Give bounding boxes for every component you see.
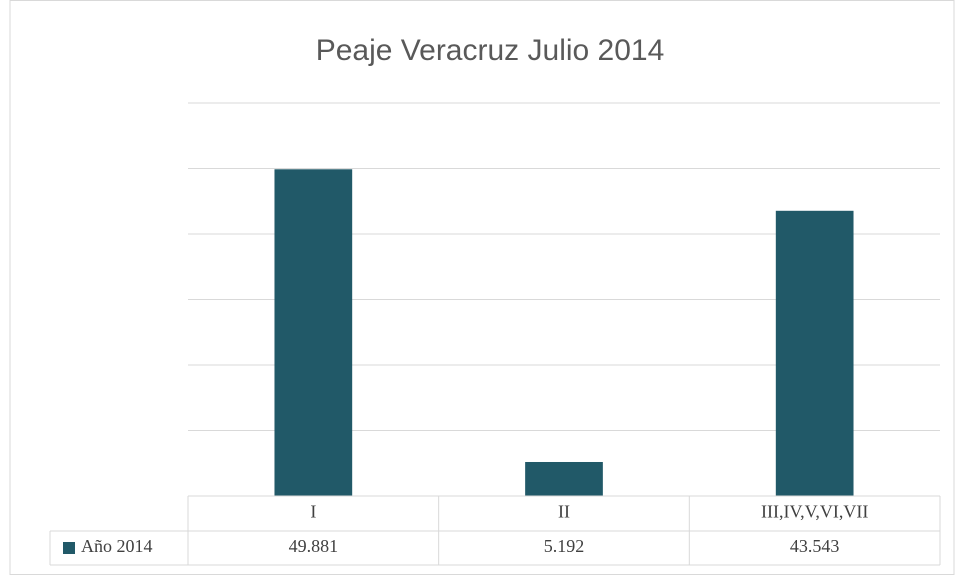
data-label: 43.543 [790,536,840,556]
chart-title: Peaje Veracruz Julio 2014 [316,34,665,67]
bar [775,210,854,497]
data-label: 49.881 [289,536,339,556]
legend-swatch [63,542,75,554]
x-tick-label: I [310,502,316,522]
data-label: 5.192 [544,536,585,556]
bar [274,169,353,496]
x-tick-label: II [558,502,570,522]
legend-label: Año 2014 [81,536,153,556]
bar [525,461,603,496]
x-tick-label: III,IV,V,VI,VII [761,502,868,522]
